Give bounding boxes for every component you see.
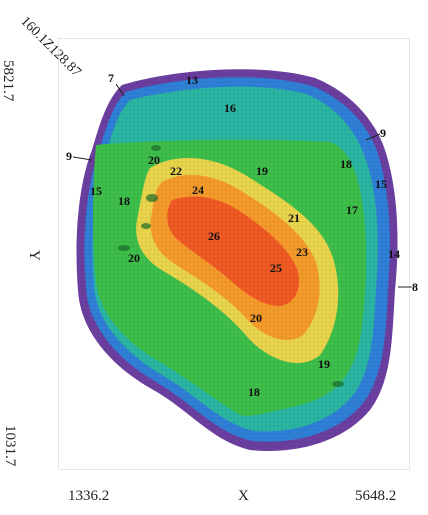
contour-label-13: 15 [90,184,102,198]
boundary-label-0: 7 [108,71,114,85]
contour-label-5: 26 [208,229,220,243]
contour-label-4: 24 [192,183,204,197]
plot-frame [58,38,410,470]
boundary-label-1: 9 [66,149,72,163]
contour-label-9: 19 [256,164,268,178]
contour-label-0: 13 [186,73,198,87]
y-axis-min: 1031.7 [2,425,18,467]
contour-label-14: 14 [388,247,400,261]
x-axis-max: 5648.2 [355,488,397,504]
contour-label-7: 23 [296,245,308,259]
boundary-label-3: 8 [412,280,418,294]
contour-label-6: 25 [270,261,282,275]
contour-label-10: 18 [340,157,352,171]
contour-label-17: 20 [250,311,262,325]
boundary-label-2: 9 [380,126,386,140]
contour-label-8: 21 [288,211,300,225]
y-axis-label: Y [26,250,42,261]
contour-label-18: 19 [318,357,330,371]
x-axis-min: 1336.2 [68,488,110,504]
y-axis-max: 5821.7 [0,60,16,102]
leader-lines [72,83,412,288]
x-axis-label: X [238,488,249,504]
contour-label-2: 20 [148,153,160,167]
contour-label-11: 17 [346,203,358,217]
contour-label-15: 18 [118,194,130,208]
contour-label-16: 20 [128,251,140,265]
contour-label-1: 16 [224,101,236,115]
dark-spots [118,145,344,387]
mesh-overlay [76,69,398,451]
contour-label-12: 15 [375,177,387,191]
contour-label-19: 18 [248,385,260,399]
contour-label-3: 22 [170,164,182,178]
